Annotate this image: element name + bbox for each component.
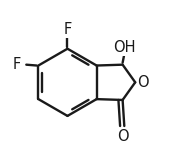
Text: F: F xyxy=(12,57,21,72)
Text: F: F xyxy=(63,22,72,37)
Text: OH: OH xyxy=(113,40,135,55)
Text: O: O xyxy=(137,75,149,90)
Text: O: O xyxy=(117,129,128,144)
